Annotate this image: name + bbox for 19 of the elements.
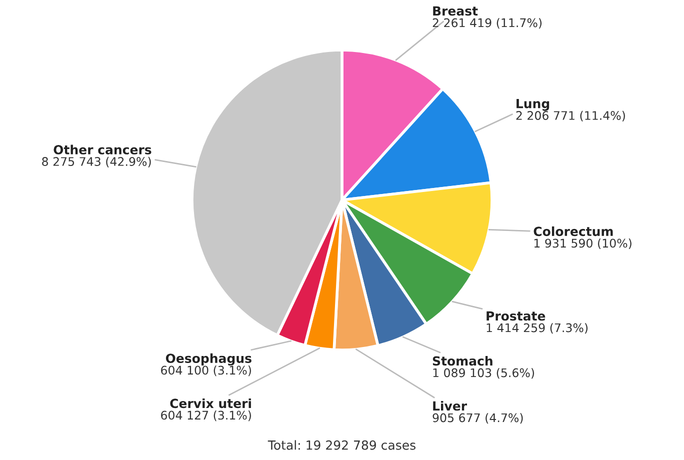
slice-label: Liver xyxy=(433,400,468,411)
slice-label: Prostate xyxy=(486,311,546,321)
data-label: 1 414 259 (7.3%) xyxy=(486,323,588,334)
slice-label: Other cancers xyxy=(54,144,152,154)
slice-label: Lung xyxy=(516,99,550,111)
data-label: 604 100 (3.1%) xyxy=(161,366,251,376)
data-label: 8 275 743 (42.9%) xyxy=(42,156,151,168)
text: Total: 19 292 789 cases xyxy=(268,440,416,450)
data-label: 1 089 103 (5.6%) xyxy=(433,368,534,379)
data-label: 1 931 590 (10%) xyxy=(534,238,632,250)
data-label: 604 127 (3.1%) xyxy=(161,410,251,422)
slice-label: Stomach xyxy=(432,356,492,366)
data-label: 905 677 (4.7%) xyxy=(432,413,523,424)
slice-label: Cervix uteri xyxy=(170,398,251,408)
slice-label: Breast xyxy=(433,6,478,16)
slice-label: Colorectum xyxy=(534,226,613,236)
data-label: 2 206 771 (11.4%) xyxy=(516,110,625,122)
data-label: 2 261 419 (11.7%) xyxy=(432,18,542,29)
slice-label: Oesophagus xyxy=(166,353,252,366)
